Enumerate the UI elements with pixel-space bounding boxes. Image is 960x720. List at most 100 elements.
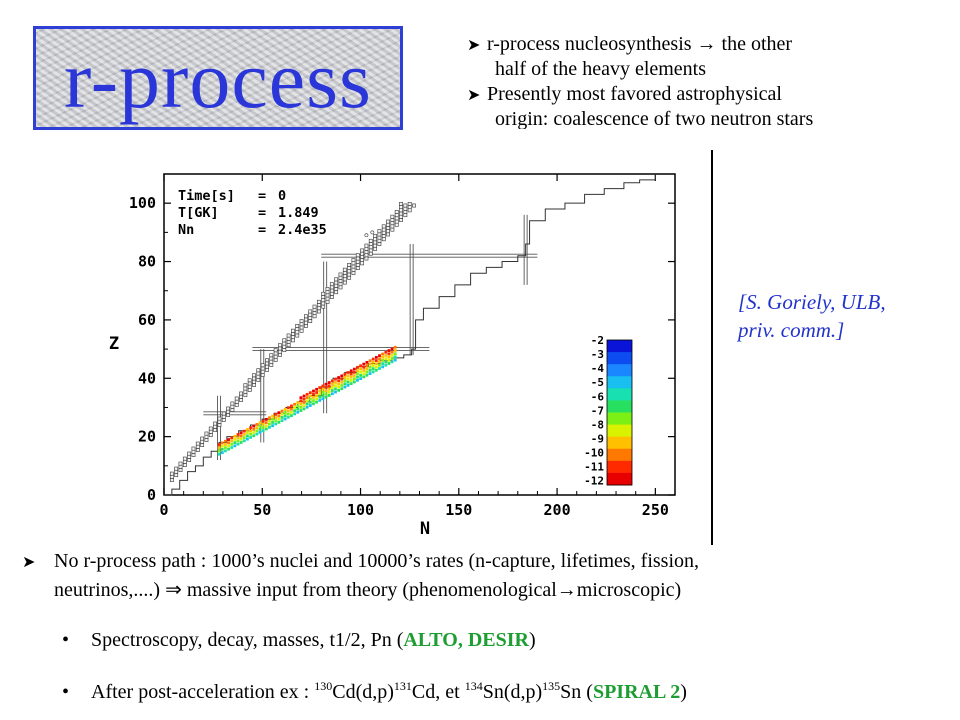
abundance-cell <box>239 437 243 441</box>
abundance-cell <box>324 386 328 389</box>
abundance-cell <box>217 449 221 453</box>
abundance-cell <box>346 371 350 374</box>
nuclide-marker <box>252 376 256 381</box>
abundance-cell <box>293 412 297 416</box>
abundance-cell <box>374 368 378 372</box>
nuclide-marker <box>265 367 269 372</box>
abundance-cell <box>305 405 309 409</box>
abundance-cell <box>299 405 303 409</box>
nuclide-marker <box>338 275 343 280</box>
nuclide-marker <box>321 291 326 296</box>
abundance-cell <box>290 407 293 411</box>
abundance-cell <box>381 355 385 359</box>
colorbar-cell <box>607 448 632 462</box>
nuclide-marker <box>278 352 282 357</box>
abundance-cell <box>337 382 341 386</box>
nuclide-marker <box>273 357 278 362</box>
bullet-line: origin: coalescence of two neutron stars <box>495 108 814 129</box>
bullet-origin: ➤ Presently most favored astrophysical or… <box>467 82 947 129</box>
mass-number: 130 <box>314 679 333 693</box>
nuclide-marker <box>200 443 205 447</box>
abundance-cell <box>305 396 309 399</box>
abundance-cell <box>255 426 259 430</box>
abundance-cell <box>318 399 322 402</box>
abundance-cell <box>315 387 319 391</box>
colorbar-cell <box>607 388 632 401</box>
abundance-cell <box>334 387 337 391</box>
abundance-cell <box>299 409 303 412</box>
bullet-line: r-process nucleosynthesis → the other <box>487 33 793 55</box>
nuclide-marker <box>217 419 222 424</box>
nuclide-marker <box>364 246 369 251</box>
reaction-text: Cd, et <box>411 681 465 703</box>
nuclide-marker <box>299 319 304 323</box>
nuclide-marker <box>282 338 287 343</box>
nuclide-marker <box>386 222 390 227</box>
nuclide-marker <box>265 361 269 366</box>
nuclide-marker <box>299 325 304 330</box>
nuclide-marker <box>256 368 261 373</box>
annotation-eq: = <box>258 222 266 238</box>
abundance-cell <box>362 362 366 366</box>
nuclide-marker <box>286 336 291 341</box>
abundance-cell <box>349 369 353 373</box>
abundance-cell <box>321 397 325 401</box>
abundance-cell <box>362 369 366 372</box>
abundance-cell <box>368 372 372 375</box>
nuclide-marker <box>213 428 218 432</box>
nuclide-marker <box>381 224 386 229</box>
annotation-value: 1.849 <box>278 205 319 221</box>
sub-bullet-spectroscopy: • Spectroscopy, decay, masses, t1/2, Pn (… <box>62 627 536 653</box>
abundance-cell <box>390 353 394 357</box>
sub-bullet-end: ) <box>680 681 687 703</box>
main-bullet-line: neutrinos,....) ⇒ massive input from the… <box>54 579 682 601</box>
nuclide-marker <box>355 266 360 271</box>
nuclide-marker <box>329 295 334 299</box>
nuclide-marker <box>291 328 295 333</box>
dot-bullet-icon: • <box>62 681 70 703</box>
nuclide-marker <box>204 438 209 442</box>
abundance-cell <box>242 429 246 433</box>
abundance-cell <box>365 373 369 377</box>
colorbar-cell <box>607 352 632 365</box>
nuclide-marker <box>256 378 261 382</box>
abundance-cell <box>384 360 388 364</box>
nuclide-marker <box>355 259 360 264</box>
nuclide-marker <box>377 232 382 237</box>
abundance-cell <box>330 385 334 389</box>
x-tick-label: 50 <box>253 501 271 519</box>
abundance-cell <box>230 436 234 440</box>
nuclide-marker <box>334 280 339 285</box>
main-bullet-line: No r-process path : 1000’s nuclei and 10… <box>54 550 699 572</box>
nuclide-marker <box>286 340 291 344</box>
nuclide-marker <box>377 229 382 234</box>
abundance-cell <box>246 434 249 438</box>
nuclide-marker <box>208 433 213 437</box>
abundance-cell <box>318 395 322 399</box>
nuclide-marker <box>282 341 287 346</box>
nuclide-marker <box>217 423 222 427</box>
nuclide-marker <box>308 319 313 323</box>
nuclide-marker <box>226 406 230 411</box>
abundance-cell <box>277 411 281 415</box>
abundance-cell <box>315 400 319 404</box>
nuclide-marker <box>377 235 382 240</box>
nuclide-marker <box>403 203 408 208</box>
nuclide-marker <box>182 463 187 467</box>
reference-line: priv. comm.] <box>738 318 845 342</box>
abundance-cell <box>327 381 331 384</box>
abundance-cell <box>277 414 281 418</box>
abundance-cell <box>268 416 271 420</box>
nuclide-marker <box>247 384 252 389</box>
y-tick-label: 20 <box>138 428 156 446</box>
nuclide-marker <box>373 234 377 238</box>
abundance-cell <box>387 362 391 365</box>
abundance-cell <box>246 428 249 431</box>
abundance-cell <box>356 375 359 379</box>
nuclide-marker <box>329 282 334 287</box>
abundance-cell <box>236 436 240 440</box>
x-tick-label: 100 <box>347 501 374 519</box>
nuclide-marker <box>360 254 365 259</box>
abundance-cell <box>356 372 359 376</box>
nuclide-marker <box>295 333 300 338</box>
